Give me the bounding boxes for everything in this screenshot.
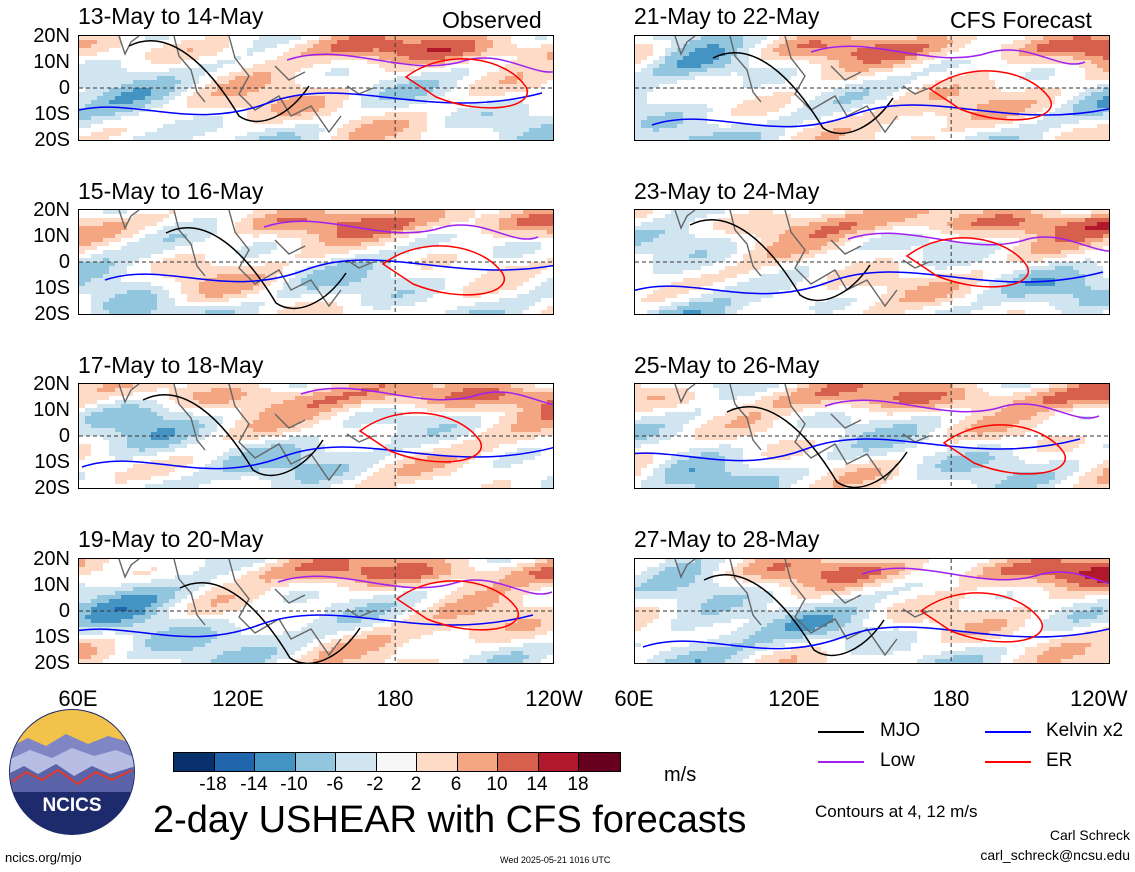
panel-title-6: 23-May to 24-May [634,178,820,204]
lat-label: 20S [34,303,70,325]
lon-label: 180 [376,686,414,711]
figure-title: 2-day USHEAR with CFS forecasts [153,799,747,841]
lat-label: 10N [33,574,70,596]
lat-label: 10N [33,51,70,73]
shear-map [79,210,553,314]
colorbar-tick: 14 [526,774,548,795]
lat-label: 0 [58,425,70,447]
panel-title-1: 13-May to 14-May [78,3,264,29]
colorbar-tick: -10 [280,774,308,795]
map-panel [78,383,554,489]
shear-map [635,36,1109,140]
colorbar-tick: 10 [486,774,508,795]
logo-text: NCICS [42,795,101,816]
colorbar-swatch [214,753,255,771]
lat-label: 0 [58,600,70,622]
author: Carl Schreck [1049,827,1130,843]
legend-swatch [818,761,864,763]
lat-label: 10S [34,451,70,473]
panel-title-7: 25-May to 26-May [634,352,820,378]
legend-label-kelvin: Kelvin x2 [1046,720,1124,741]
lon-label: 60E [614,686,654,711]
legend-label-er: ER [1046,750,1073,771]
lat-label: 20S [34,477,70,499]
legend-swatch [818,731,864,733]
lat-label: 20N [33,25,70,47]
lon-label: 120E [768,686,820,711]
lat-label: 10S [34,626,70,648]
lat-label: 10S [34,103,70,125]
legend-label-mjo: MJO [880,720,921,741]
shear-map [635,210,1109,314]
lon-label: 120W [1070,688,1128,710]
email: carl_schreck@ncsu.edu [980,847,1130,863]
colorbar-tick: 6 [450,774,462,795]
timestamp: Wed 2025-05-21 1016 UTC [500,855,611,865]
panel-title-2: 15-May to 16-May [78,178,264,204]
colorbar [173,752,621,772]
contours-note: Contours at 4, 12 m/s [815,802,978,821]
colorbar-swatch [174,753,215,771]
shear-map [79,559,553,663]
lat-label: 0 [58,77,70,99]
shear-map [79,384,553,488]
colorbar-swatch [255,753,296,771]
lat-label: 10S [34,277,70,299]
units-label: m/s [664,764,697,786]
observed-label: Observed [442,7,542,33]
map-panel [634,383,1110,489]
lat-label: 20S [34,652,70,674]
map-panel [634,35,1110,141]
colorbar-swatch [417,753,458,771]
panel-title-4: 19-May to 20-May [78,526,264,552]
colorbar-tick: -18 [199,774,227,795]
lon-label: 180 [932,686,970,711]
shear-map [79,36,553,140]
legend-swatch [985,731,1031,733]
lon-label: 120W [525,686,583,711]
lat-label: 0 [58,251,70,273]
colorbar-swatch [295,753,336,771]
lat-label: 20N [33,548,70,570]
colorbar-tick: -14 [240,774,268,795]
forecast-label: CFS Forecast [950,7,1092,33]
colorbar-tick: 18 [567,774,589,795]
colorbar-swatch [498,753,539,771]
lon-label: 60E [58,686,98,711]
colorbar-swatch [579,753,620,771]
shear-map [635,559,1109,663]
panel-title-5: 21-May to 22-May [634,3,820,29]
map-panel [634,558,1110,664]
ncics-logo: NCICS [9,709,135,835]
legend-label-low: Low [880,750,915,771]
map-panel [634,209,1110,315]
lat-label: 20N [33,373,70,395]
lat-label: 10N [33,225,70,247]
lat-label: 20N [33,199,70,221]
colorbar-swatch [336,753,377,771]
colorbar-swatch [538,753,579,771]
map-panel [78,558,554,664]
source-url: ncics.org/mjo [5,850,82,865]
legend-swatch [985,761,1031,763]
panel-title-3: 17-May to 18-May [78,352,264,378]
lat-label: 10N [33,399,70,421]
map-panel [78,35,554,141]
lat-label: 20S [34,129,70,151]
colorbar-swatch [376,753,417,771]
colorbar-tick: -6 [326,774,344,795]
map-panel [78,209,554,315]
panel-title-8: 27-May to 28-May [634,526,820,552]
colorbar-swatch [457,753,498,771]
colorbar-tick: -2 [366,774,384,795]
colorbar-tick: 2 [410,774,422,795]
lon-label: 120E [212,686,264,711]
shear-map [635,384,1109,488]
